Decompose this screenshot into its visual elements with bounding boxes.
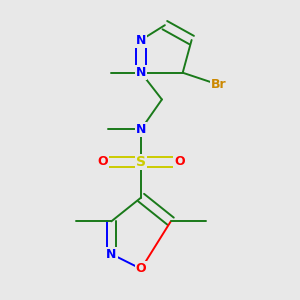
Text: N: N xyxy=(136,66,146,79)
Text: O: O xyxy=(174,155,185,168)
Text: O: O xyxy=(136,262,146,275)
Text: S: S xyxy=(136,155,146,169)
Text: Br: Br xyxy=(211,78,226,91)
Text: N: N xyxy=(136,123,146,136)
Text: N: N xyxy=(136,34,146,46)
Text: O: O xyxy=(97,155,108,168)
Text: N: N xyxy=(106,248,116,260)
